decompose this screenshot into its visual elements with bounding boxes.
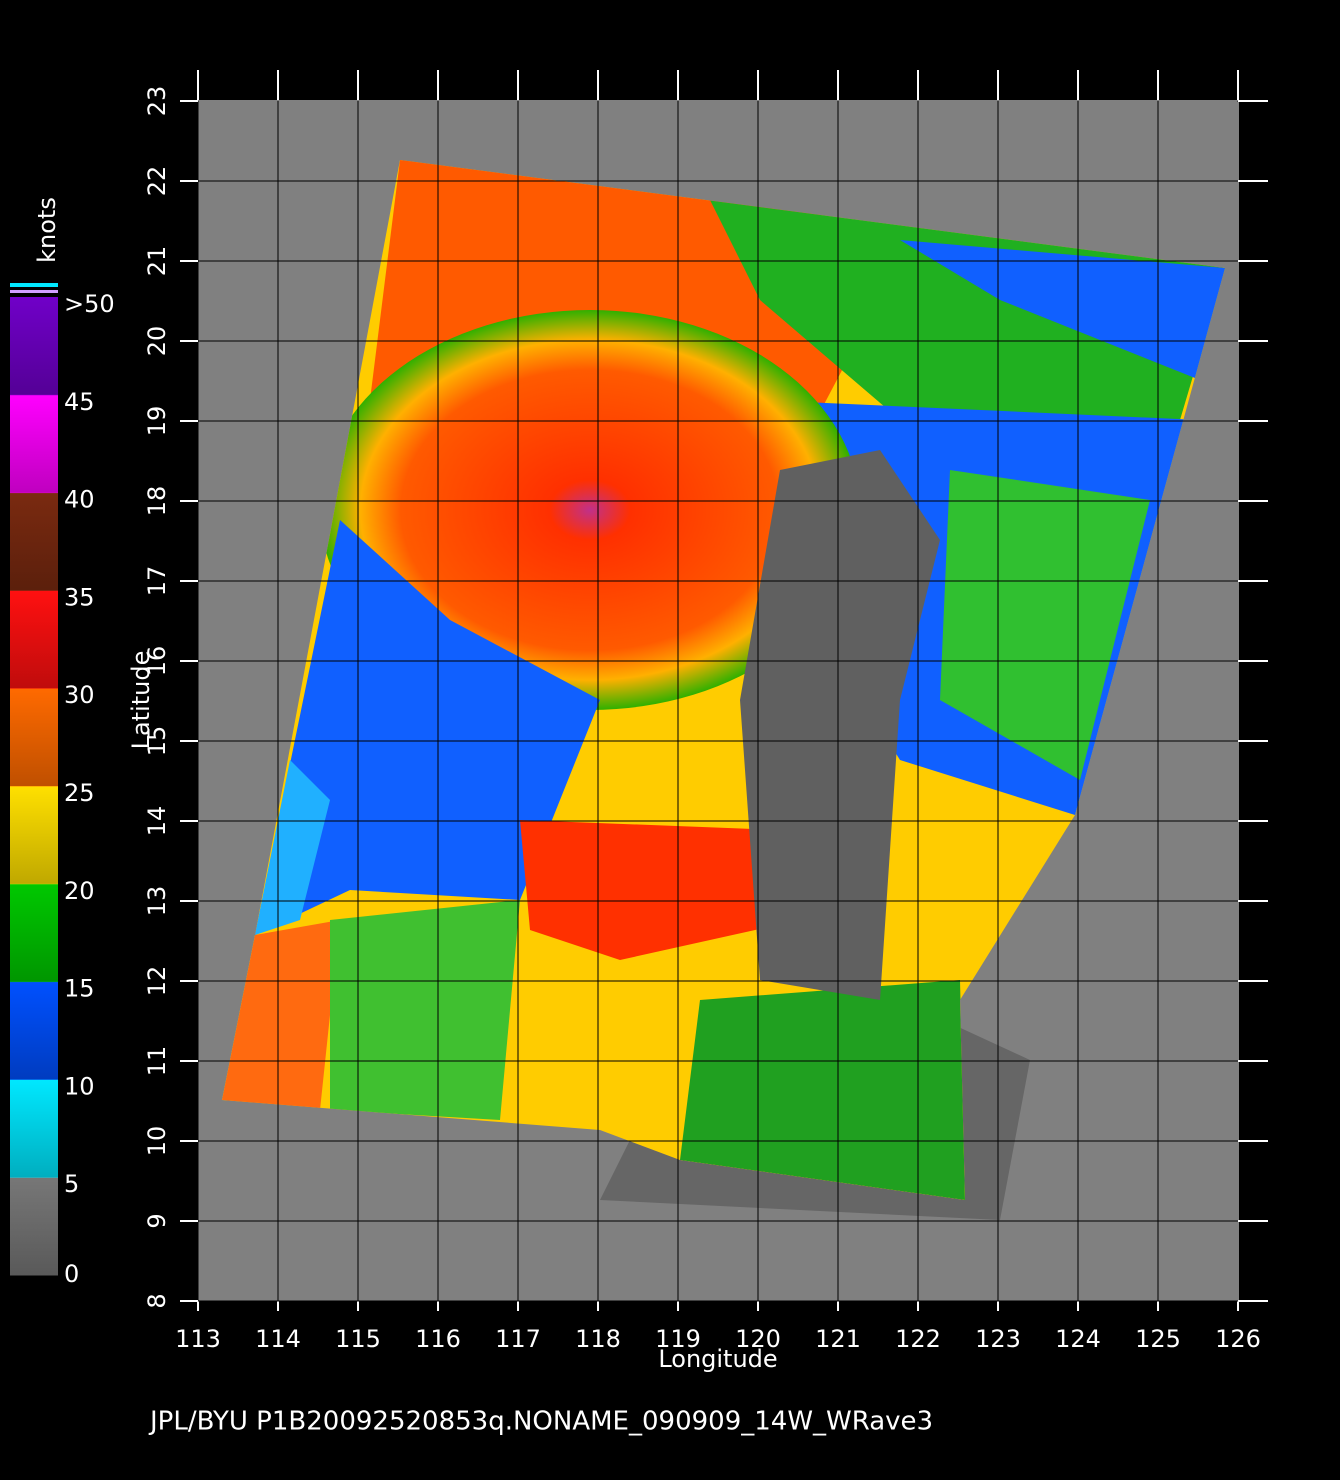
colorbar-tick-label: 30 <box>64 681 95 709</box>
high-wind-area <box>222 920 340 1110</box>
y-tick-label: 14 <box>143 806 171 837</box>
colorbar-segment <box>10 297 58 396</box>
colorbar-cap <box>10 290 58 293</box>
y-tick-label: 11 <box>143 1046 171 1077</box>
storm-core <box>320 310 860 710</box>
x-tick-label: 121 <box>815 1325 861 1353</box>
x-tick-label: 117 <box>495 1325 541 1353</box>
colorbar-segment <box>10 394 58 494</box>
x-tick-label: 113 <box>175 1325 221 1353</box>
colorbar-segment <box>10 883 58 983</box>
x-tick-label: 116 <box>415 1325 461 1353</box>
y-tick-label: 18 <box>143 486 171 517</box>
colorbar-tick-label: 10 <box>64 1072 95 1100</box>
moderate-wind-area <box>940 470 1150 780</box>
colorbar-segment <box>10 492 58 591</box>
y-tick-label: 21 <box>143 246 171 277</box>
low-wind-area <box>900 240 1225 380</box>
colorbar-tick-label: 20 <box>64 877 95 905</box>
y-axis-label: Latitude <box>127 651 155 750</box>
y-tick-label: 19 <box>143 406 171 437</box>
moderate-wind-area <box>700 180 1225 420</box>
moderate-wind-area <box>330 900 520 1120</box>
x-tick-label: 120 <box>735 1325 781 1353</box>
x-tick-label: 122 <box>895 1325 941 1353</box>
x-tick-label: 114 <box>255 1325 301 1353</box>
y-tick-label: 12 <box>143 966 171 997</box>
x-tick-label: 124 <box>1055 1325 1101 1353</box>
colorbar-tick-label: 5 <box>64 1170 79 1198</box>
colorbar-tick-label: 35 <box>64 583 95 611</box>
colorbar-segment <box>10 590 58 689</box>
colorbar-tick-label: 25 <box>64 779 95 807</box>
x-tick-label: 118 <box>575 1325 621 1353</box>
colorbar-segment <box>10 786 58 885</box>
x-tick-label: 125 <box>1135 1325 1181 1353</box>
light-wind-area <box>255 760 330 935</box>
y-tick-label: 15 <box>143 726 171 757</box>
moderate-wind-area <box>680 980 965 1200</box>
colorbar-segment <box>10 981 58 1080</box>
y-tick-label: 23 <box>143 86 171 117</box>
y-tick-label: 13 <box>143 886 171 917</box>
y-tick-label: 10 <box>143 1126 171 1157</box>
colorbar-cap <box>10 283 58 287</box>
y-tick-label: 9 <box>143 1213 171 1228</box>
colorbar-segment <box>10 1177 58 1276</box>
y-tick-label: 8 <box>143 1293 171 1308</box>
y-tick-label: 17 <box>143 566 171 597</box>
map-decor <box>222 160 1225 1220</box>
footer: JPL/BYU P1B20092520853q.NONAME_090909_14… <box>148 1407 933 1437</box>
colorbar-segment <box>10 688 58 787</box>
colorbar-tick-label: 0 <box>64 1260 79 1288</box>
swath <box>222 160 1225 1200</box>
colorbar-tick-label: 15 <box>64 975 95 1003</box>
land <box>740 450 940 1000</box>
y-tick-label: 20 <box>143 326 171 357</box>
colorbar-tick-label: >50 <box>64 290 115 318</box>
colorbar-title: knots <box>33 197 61 263</box>
x-axis-label: Longitude <box>658 1345 777 1373</box>
colorbar-tick-label: 45 <box>64 388 95 416</box>
high-wind-area <box>520 820 800 960</box>
y-tick-label: 16 <box>143 646 171 677</box>
colorbar-segment <box>10 1079 58 1178</box>
x-tick-label: 119 <box>655 1325 701 1353</box>
y-tick-label: 22 <box>143 166 171 197</box>
x-tick-label: 115 <box>335 1325 381 1353</box>
x-tick-label: 126 <box>1215 1325 1261 1353</box>
low-wind-area <box>255 520 600 935</box>
colorbar-tick-label: 40 <box>64 486 95 514</box>
x-tick-label: 123 <box>975 1325 1021 1353</box>
